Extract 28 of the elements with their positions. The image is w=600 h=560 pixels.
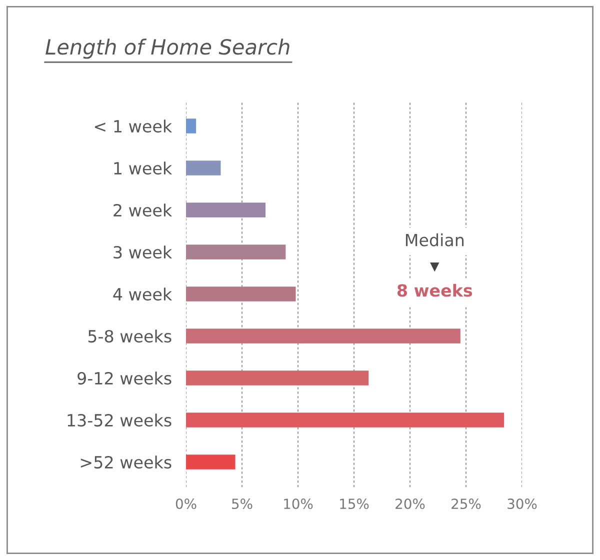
y-tick-label: < 1 week [94, 120, 172, 133]
x-tick-label: 5% [232, 498, 252, 510]
y-tick-label: >52 weeks [80, 456, 172, 469]
chart-title: Length of Home Search [46, 38, 290, 59]
y-tick-label: 9-12 weeks [78, 372, 172, 385]
bar [186, 328, 460, 344]
y-tick-label: 3 week [114, 246, 172, 259]
x-tick-label: 20% [396, 498, 425, 510]
annotation: Median [406, 233, 464, 246]
bar [186, 118, 196, 134]
x-tick-label: 30% [508, 498, 537, 510]
y-tick-label: 5-8 weeks [88, 330, 172, 343]
bar [186, 454, 236, 470]
bar [186, 412, 504, 428]
x-tick-label: 25% [452, 498, 481, 510]
bar [186, 244, 286, 260]
y-tick-label: 4 week [113, 288, 172, 301]
bar [186, 286, 296, 302]
bar [186, 202, 266, 218]
bar [186, 370, 369, 386]
annotation: 8 weeks [397, 284, 472, 297]
y-tick-label: 13-52 weeks [68, 414, 172, 427]
x-tick-label: 15% [340, 498, 369, 510]
y-tick-label: 1 week [114, 162, 172, 175]
bar [186, 160, 221, 176]
x-tick-label: 10% [284, 498, 313, 510]
x-tick-label: 0% [176, 498, 196, 510]
y-tick-label: 2 week [114, 204, 172, 217]
